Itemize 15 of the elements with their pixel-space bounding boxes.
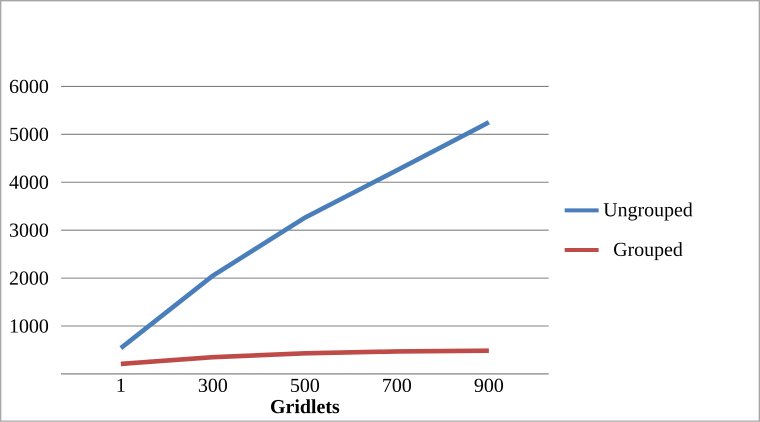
line-series [118,120,492,350]
y-tick-label: 2000 [10,271,48,285]
y-tick-label: 6000 [10,80,48,94]
y-tick-label: 4000 [9,176,48,190]
x-axis-title: Gridlets [271,399,340,414]
x-tick-label: 1 [118,378,125,392]
y-tick-label: 1000 [10,319,48,333]
x-tick-label: 900 [474,378,504,392]
y-tick-label: 3000 [10,224,48,237]
x-tick-label: 700 [383,378,412,392]
x-tick-label: 300 [198,378,228,392]
y-tick-label: 5000 [10,128,48,142]
legend-label: Grouped [614,242,683,260]
legend-label: Ungrouped [604,202,693,221]
x-tick-label: 500 [291,378,320,392]
